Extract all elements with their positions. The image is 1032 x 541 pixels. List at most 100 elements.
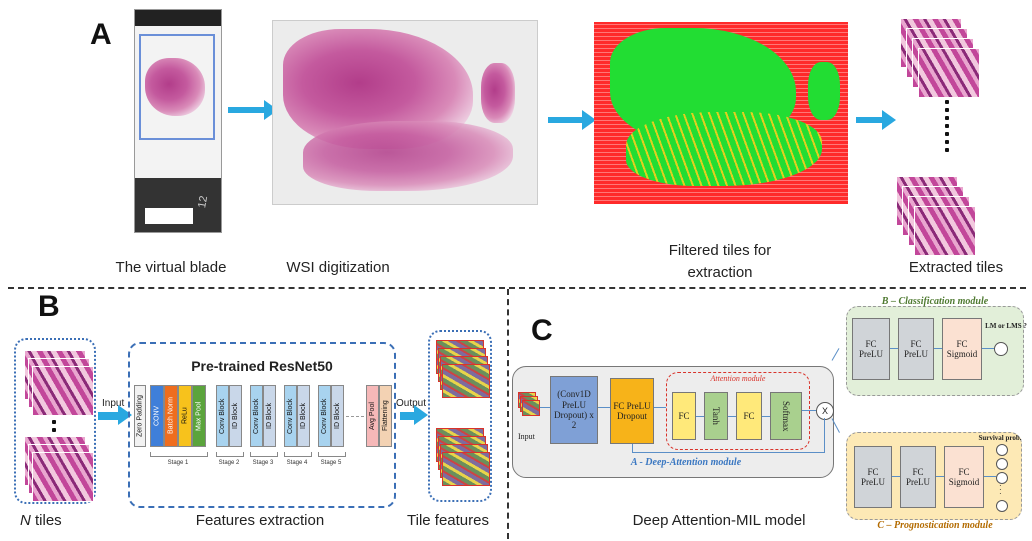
avg-pool-block: Avg Pool bbox=[366, 385, 379, 447]
stage3-conv-block: Conv Block bbox=[250, 385, 263, 447]
caption-extracted-tiles: Extracted tiles bbox=[908, 259, 1004, 276]
link-att-1 bbox=[696, 416, 704, 417]
output-label-b: Output bbox=[396, 398, 427, 409]
link-prog-2 bbox=[936, 476, 944, 477]
link-cls-1 bbox=[890, 348, 898, 349]
prognostication-fc-1: FC PreLU bbox=[854, 446, 892, 508]
slide-mark: 12 bbox=[196, 194, 211, 210]
stage5-bracket bbox=[318, 452, 346, 457]
feature-tile bbox=[442, 364, 490, 398]
classification-fc-2: FC PreLU bbox=[898, 318, 934, 380]
input-label-c: Input bbox=[518, 432, 535, 441]
survival-prob-label: Survival prob. bbox=[978, 434, 1022, 442]
attention-module-box bbox=[666, 372, 810, 450]
classification-output-node bbox=[994, 342, 1008, 356]
extracted-tiles-ellipsis bbox=[945, 100, 949, 156]
fc-prelu-dropout-block: FC PreLU Dropout bbox=[610, 378, 654, 444]
stage-3-label: Stage 3 bbox=[252, 460, 274, 466]
link-fc-attention bbox=[654, 407, 666, 408]
stage5-conv-block: Conv Block bbox=[318, 385, 331, 447]
attention-fc-2: FC bbox=[736, 392, 762, 440]
input-tile bbox=[32, 366, 94, 416]
n-tiles-group bbox=[14, 338, 96, 504]
survival-output-node bbox=[996, 472, 1008, 484]
stage2-bracket bbox=[216, 452, 244, 457]
prognostication-title: C – Prognostication module bbox=[877, 520, 993, 531]
flattening-block: Flattening bbox=[379, 385, 392, 447]
multiply-node: X bbox=[816, 402, 834, 420]
survival-output-node bbox=[996, 444, 1008, 456]
link-cls-2 bbox=[934, 348, 942, 349]
skip-connection-down bbox=[632, 444, 633, 452]
panel-a-label: A bbox=[90, 18, 112, 51]
deep-attention-title: A - Deep-Attention module bbox=[630, 457, 742, 468]
classification-fc-sigmoid: FC Sigmoid bbox=[942, 318, 982, 380]
extracted-tile bbox=[918, 48, 980, 98]
link-att-2 bbox=[728, 416, 736, 417]
skip-connection-bottom bbox=[632, 452, 825, 453]
feature-tile bbox=[442, 452, 490, 486]
arrow-b-output bbox=[400, 405, 428, 425]
zero-padding-block: Zero Padding bbox=[134, 385, 146, 447]
stage2-id-block: ID Block bbox=[229, 385, 242, 447]
classification-output-label: LM or LMS ? bbox=[985, 322, 1027, 330]
arrow-a1 bbox=[228, 100, 278, 120]
conv-block-s1: CONV bbox=[150, 385, 164, 447]
wsi-tissue-lower bbox=[303, 121, 513, 191]
slide-selection-box bbox=[139, 34, 215, 140]
attention-module-title: Attention module bbox=[710, 374, 766, 383]
stage-5-label: Stage 5 bbox=[320, 460, 342, 466]
caption-n-suffix: tiles bbox=[30, 512, 62, 529]
stage-1-label: Stage 1 bbox=[167, 460, 189, 466]
panel-c-label: C bbox=[531, 314, 553, 347]
link-att-3 bbox=[762, 416, 770, 417]
caption-n-tiles: N tiles bbox=[20, 512, 80, 529]
classification-fc-1: FC PreLU bbox=[852, 318, 890, 380]
stage4-bracket bbox=[284, 452, 312, 457]
input-tile bbox=[32, 452, 94, 502]
resnet-box: Pre-trained ResNet50 bbox=[128, 342, 396, 508]
stage3-id-block: ID Block bbox=[263, 385, 276, 447]
relu-block: ReLu bbox=[178, 385, 192, 447]
batch-norm-block: Batch Norm bbox=[164, 385, 178, 447]
link-prog-1 bbox=[892, 476, 900, 477]
caption-filtered-tiles: Filtered tiles for extraction bbox=[668, 242, 772, 281]
link-input-conv bbox=[540, 407, 550, 408]
link-conv-fc bbox=[598, 407, 610, 408]
stage3-bracket bbox=[250, 452, 278, 457]
prognostication-fc-2: FC PreLU bbox=[900, 446, 936, 508]
tanh-label: Tanh bbox=[711, 407, 722, 425]
survival-ellipsis: · · · bbox=[999, 481, 1002, 498]
filtered-tissue-lower bbox=[626, 112, 822, 186]
caption-tile-features: Tile features bbox=[407, 512, 489, 529]
caption-n-symbol: N bbox=[20, 512, 31, 529]
panel-b-label: B bbox=[38, 290, 60, 323]
attention-fc-1: FC bbox=[672, 392, 696, 440]
vertical-divider bbox=[507, 289, 509, 539]
attention-tanh: Tanh bbox=[704, 392, 728, 440]
arrow-a3 bbox=[856, 110, 896, 130]
filtered-tissue-right bbox=[808, 62, 840, 120]
caption-deep-attention-mil: Deep Attention-MIL model bbox=[632, 512, 806, 529]
stage-2-label: Stage 2 bbox=[218, 460, 240, 466]
resnet-dotted-link bbox=[346, 416, 364, 417]
tile-features-group bbox=[428, 330, 492, 502]
link-prog-out bbox=[984, 476, 996, 477]
filtered-tiles-image bbox=[594, 22, 848, 204]
prognostication-fc-sigmoid: FC Sigmoid bbox=[944, 446, 984, 508]
resnet-title: Pre-trained ResNet50 bbox=[191, 358, 333, 374]
arrow-b-input bbox=[98, 405, 132, 425]
stage1-bracket bbox=[150, 452, 208, 457]
stage4-conv-block: Conv Block bbox=[284, 385, 297, 447]
arrow-a2 bbox=[548, 110, 596, 130]
skip-connection-up bbox=[824, 418, 825, 452]
softmax-label: Softmax bbox=[781, 400, 792, 432]
stage4-id-block: ID Block bbox=[297, 385, 310, 447]
slide-white-label bbox=[145, 208, 193, 224]
link-softmax-multiply bbox=[802, 410, 816, 411]
wsi-tissue-right bbox=[481, 63, 515, 123]
stage-4-label: Stage 4 bbox=[286, 460, 308, 466]
input-feature-tile bbox=[522, 400, 540, 416]
survival-output-node bbox=[996, 458, 1008, 470]
caption-features-extraction: Features extraction bbox=[195, 512, 325, 529]
